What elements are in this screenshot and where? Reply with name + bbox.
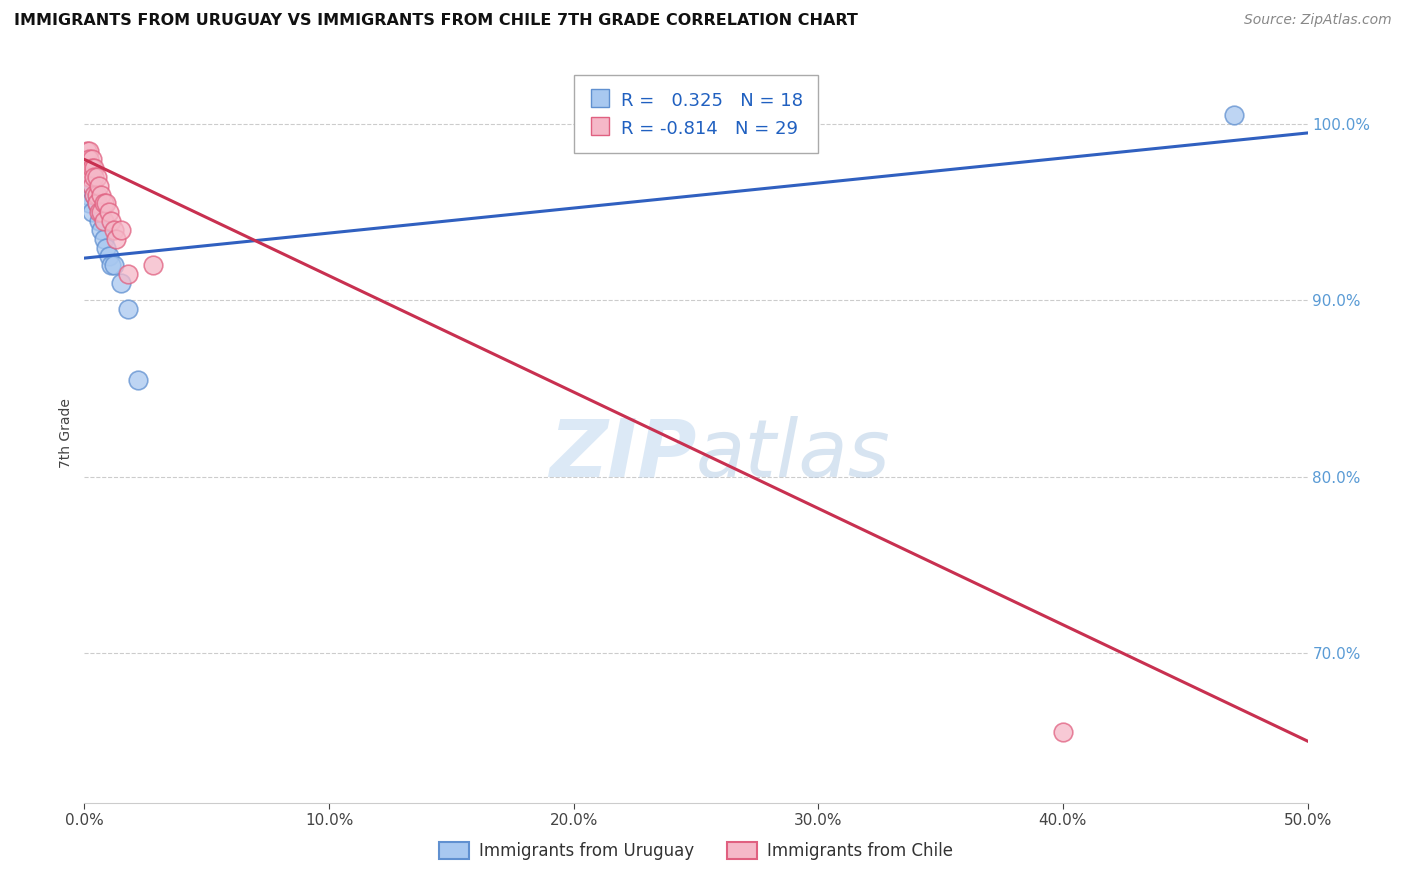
Point: [93, 214, 115, 228]
Point: [77, 169, 100, 184]
Point: [86, 196, 108, 211]
Text: IMMIGRANTS FROM URUGUAY VS IMMIGRANTS FROM CHILE 7TH GRADE CORRELATION CHART: IMMIGRANTS FROM URUGUAY VS IMMIGRANTS FR…: [14, 13, 858, 29]
Point: [80, 161, 103, 176]
Point: [127, 373, 149, 387]
Point: [80, 205, 103, 219]
Legend: Immigrants from Uruguay, Immigrants from Chile: Immigrants from Uruguay, Immigrants from…: [430, 834, 962, 869]
Point: [80, 178, 103, 193]
Point: [87, 214, 110, 228]
Point: [86, 169, 108, 184]
Point: [86, 187, 108, 202]
Point: [76, 144, 98, 158]
Point: [100, 214, 122, 228]
Point: [77, 169, 100, 184]
Point: [93, 232, 115, 246]
Point: [142, 258, 165, 272]
Point: [93, 196, 115, 211]
Point: [110, 223, 132, 237]
Point: [83, 187, 105, 202]
Point: [97, 249, 120, 263]
Text: atlas: atlas: [696, 416, 891, 494]
Point: [103, 258, 125, 272]
Point: [90, 223, 112, 237]
Point: [1052, 725, 1074, 739]
Point: [96, 240, 118, 254]
Point: [96, 196, 118, 211]
Point: [83, 161, 105, 176]
Point: [77, 153, 100, 167]
Point: [77, 196, 100, 211]
Point: [90, 187, 112, 202]
Point: [1223, 108, 1246, 122]
Point: [83, 169, 105, 184]
Point: [87, 178, 110, 193]
Point: [117, 302, 139, 317]
Point: [76, 187, 98, 202]
Y-axis label: 7th Grade: 7th Grade: [59, 398, 73, 467]
Point: [80, 178, 103, 193]
Point: [105, 232, 128, 246]
Text: ZIP: ZIP: [548, 416, 696, 494]
Point: [86, 196, 108, 211]
Point: [87, 205, 110, 219]
Point: [103, 223, 125, 237]
Point: [83, 187, 105, 202]
Text: Source: ZipAtlas.com: Source: ZipAtlas.com: [1244, 13, 1392, 28]
Point: [110, 276, 132, 290]
Point: [90, 205, 112, 219]
Point: [117, 267, 139, 281]
Point: [80, 153, 103, 167]
Point: [97, 205, 120, 219]
Point: [76, 161, 98, 176]
Point: [100, 258, 122, 272]
Point: [77, 144, 100, 158]
